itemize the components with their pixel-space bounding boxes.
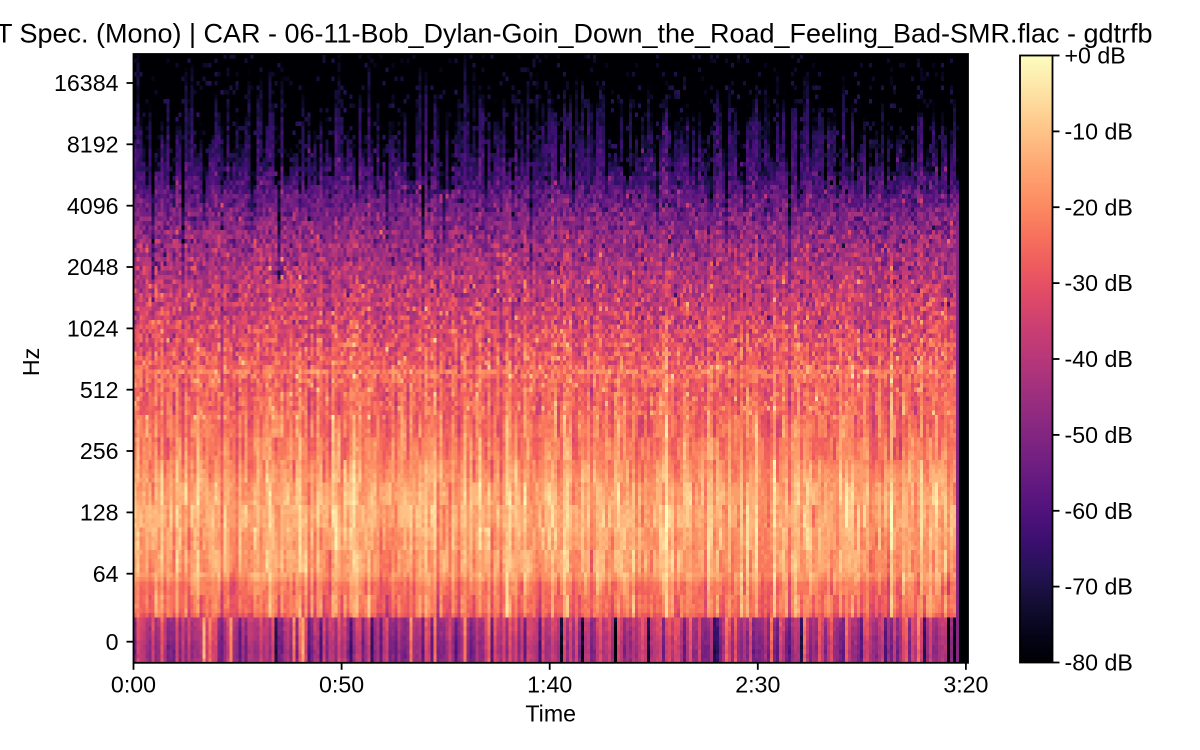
svg-text:8192: 8192 [67, 131, 119, 157]
svg-text:1024: 1024 [67, 316, 119, 342]
svg-text:2:30: 2:30 [735, 671, 780, 697]
svg-text:-70 dB: -70 dB [1065, 574, 1133, 600]
svg-text:4096: 4096 [67, 193, 119, 219]
svg-text:2048: 2048 [67, 254, 119, 280]
svg-text:128: 128 [80, 500, 119, 526]
svg-text:T Spec. (Mono) | CAR - 06-11-B: T Spec. (Mono) | CAR - 06-11-Bob_Dylan-G… [0, 19, 1153, 49]
svg-text:-20 dB: -20 dB [1065, 194, 1133, 220]
svg-text:-10 dB: -10 dB [1065, 119, 1133, 145]
svg-text:+0 dB: +0 dB [1065, 43, 1126, 69]
svg-text:0: 0 [106, 629, 119, 655]
svg-text:-40 dB: -40 dB [1065, 346, 1133, 372]
svg-text:Hz: Hz [18, 348, 44, 376]
svg-text:256: 256 [80, 438, 119, 464]
svg-text:-60 dB: -60 dB [1065, 498, 1133, 524]
svg-text:Time: Time [525, 700, 576, 726]
svg-text:0:00: 0:00 [111, 671, 156, 697]
svg-text:1:40: 1:40 [527, 671, 572, 697]
svg-text:-80 dB: -80 dB [1065, 650, 1133, 676]
svg-text:0:50: 0:50 [319, 671, 364, 697]
svg-text:3:20: 3:20 [943, 671, 988, 697]
svg-text:16384: 16384 [54, 70, 119, 96]
svg-text:512: 512 [80, 377, 119, 403]
svg-text:-30 dB: -30 dB [1065, 270, 1133, 296]
svg-text:64: 64 [93, 561, 119, 587]
svg-text:-50 dB: -50 dB [1065, 422, 1133, 448]
